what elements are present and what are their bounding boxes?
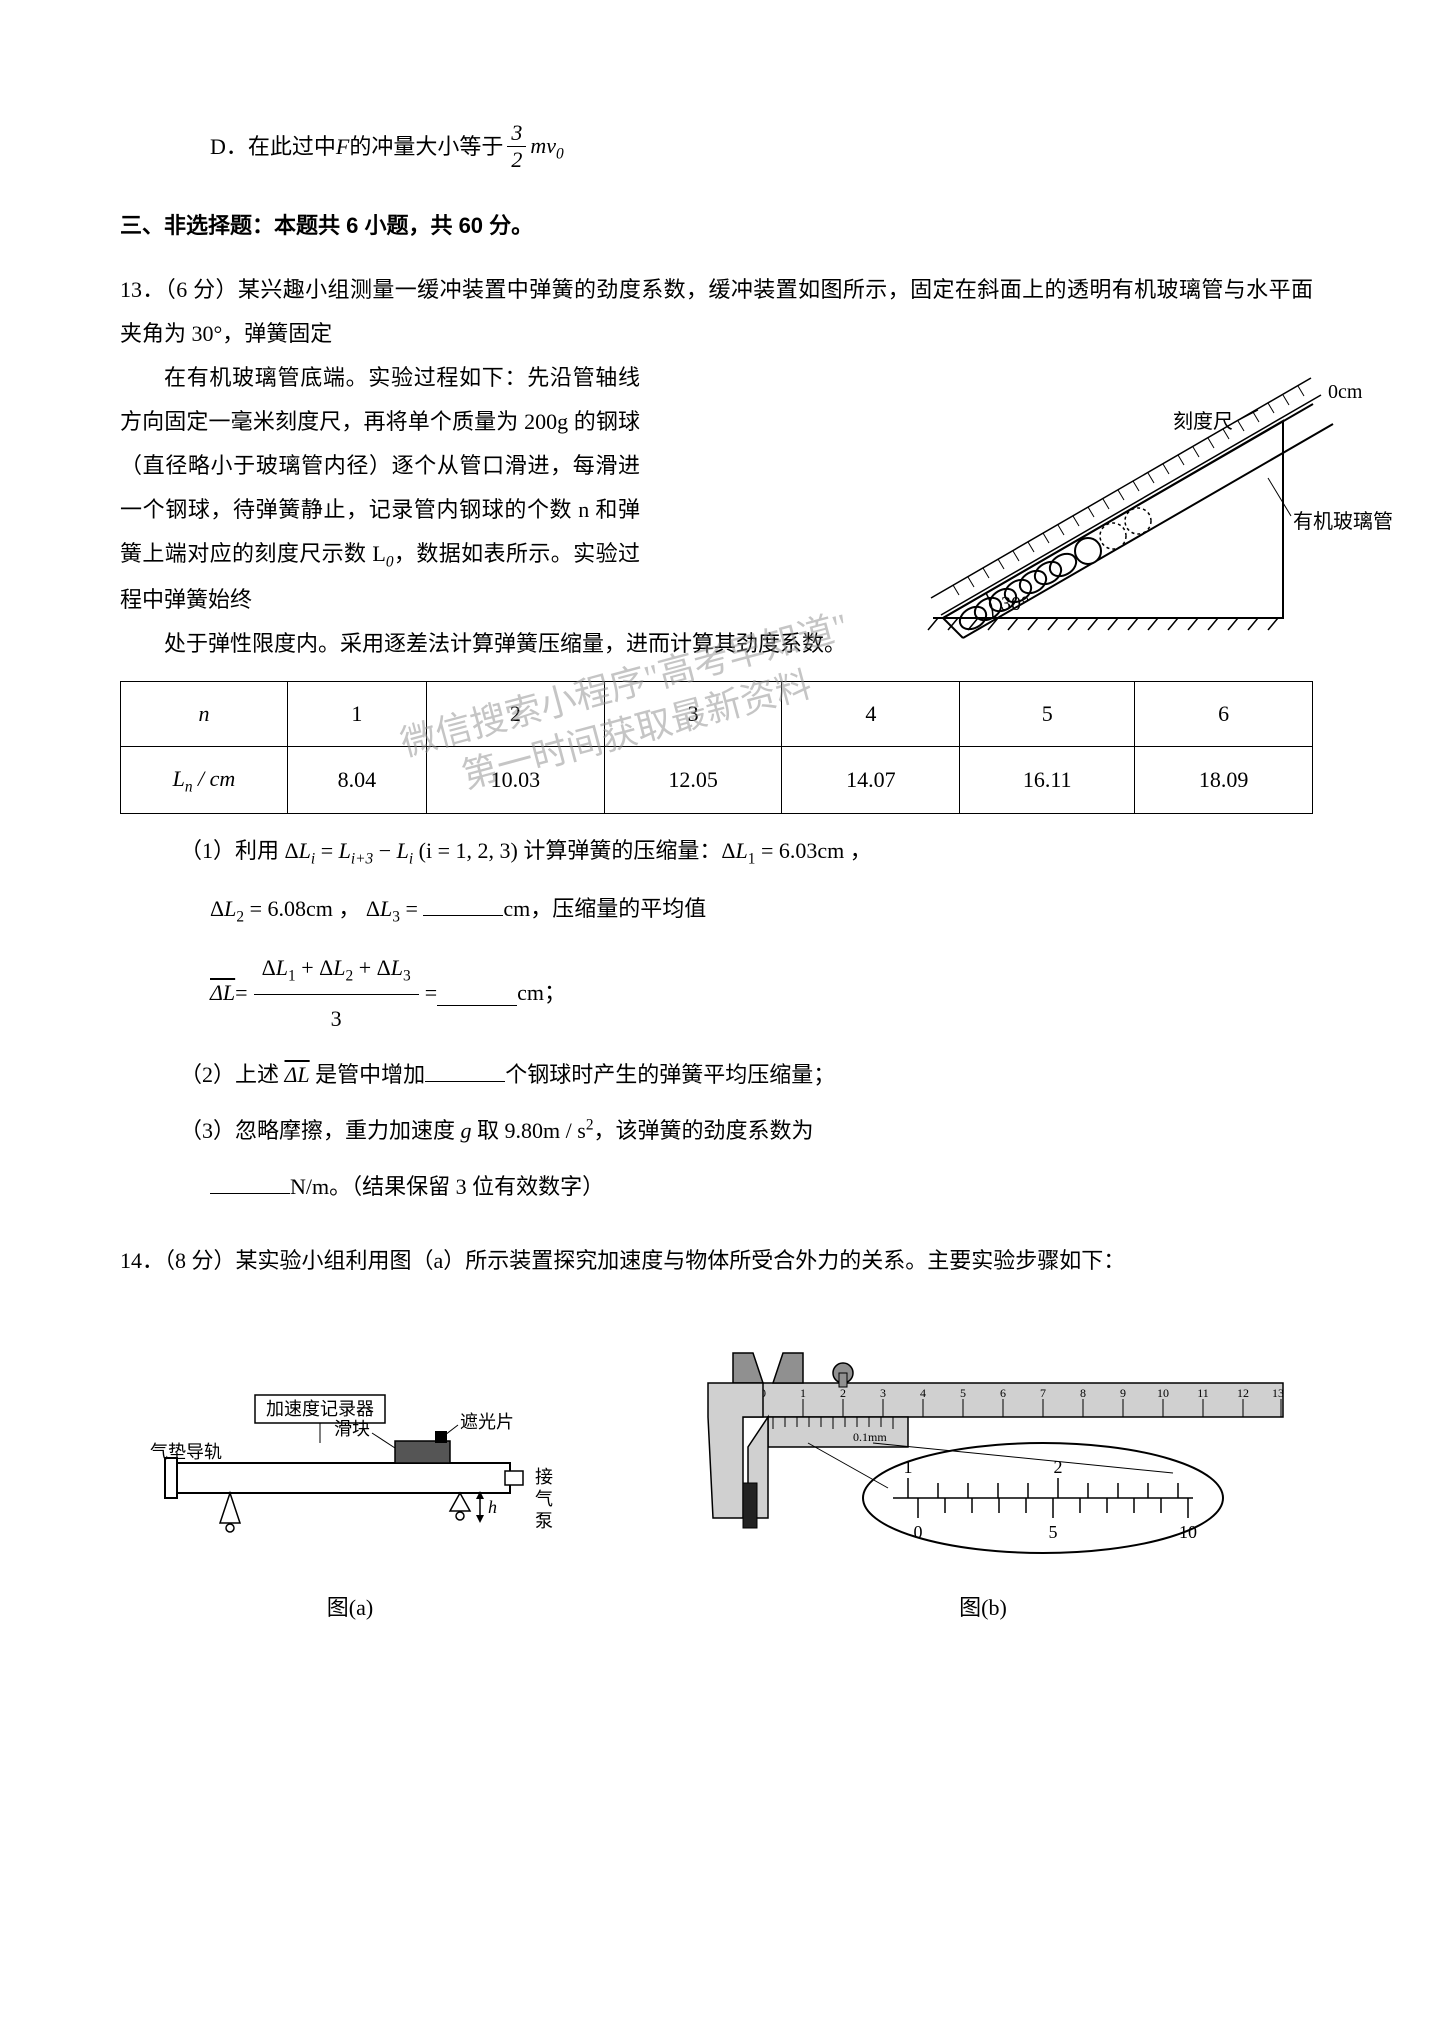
- svg-text:4: 4: [920, 1386, 926, 1400]
- fig-a-label: 图(a): [140, 1586, 560, 1630]
- table-wrapper: n 1 2 3 4 5 6 Ln / cm 8.04 10.03 12.05 1…: [120, 681, 1313, 814]
- svg-text:滑块: 滑块: [334, 1419, 370, 1439]
- svg-text:0: 0: [914, 1522, 923, 1542]
- svg-text:遮光片: 遮光片: [460, 1412, 514, 1432]
- svg-text:泵: 泵: [535, 1511, 553, 1531]
- svg-text:1: 1: [904, 1457, 913, 1477]
- frac-num: 3: [507, 120, 526, 147]
- svg-text:0.1mm: 0.1mm: [853, 1430, 887, 1444]
- question-14: 14．（8 分）某实验小组利用图（a）所示装置探究加速度与物体所受合外力的关系。…: [120, 1239, 1313, 1630]
- svg-text:加速度记录器: 加速度记录器: [266, 1399, 374, 1419]
- table-row: Ln / cm 8.04 10.03 12.05 14.07 16.11 18.…: [121, 746, 1313, 813]
- q13-sub1-line2: ΔL2 = 6.08cm ， ΔL3 = cm，压缩量的平均值: [210, 887, 1313, 933]
- svg-text:2: 2: [1054, 1457, 1063, 1477]
- svg-text:5: 5: [1049, 1522, 1058, 1542]
- svg-text:接: 接: [535, 1467, 553, 1487]
- q13-sub3: （3）忽略摩擦，重力加速度 g 取 9.80m / s2，该弹簧的劲度系数为: [180, 1109, 1313, 1153]
- option-d-F: F: [336, 125, 349, 169]
- svg-text:7: 7: [1040, 1386, 1046, 1400]
- figure-a: 加速度记录器 气垫导轨 滑块 遮光片: [140, 1383, 560, 1630]
- svg-text:13: 13: [1272, 1386, 1284, 1400]
- option-d-fraction: 3 2: [507, 120, 526, 174]
- option-d-text2: 的冲量大小等于: [349, 125, 503, 169]
- figures-row: 加速度记录器 气垫导轨 滑块 遮光片: [120, 1343, 1313, 1630]
- frac-den: 2: [507, 147, 526, 173]
- svg-text:h: h: [488, 1497, 497, 1517]
- table-row: n 1 2 3 4 5 6: [121, 681, 1313, 746]
- svg-text:3: 3: [880, 1386, 886, 1400]
- svg-text:6: 6: [1000, 1386, 1006, 1400]
- tube-label: 有机玻璃管: [1293, 510, 1393, 533]
- svg-text:8: 8: [1080, 1386, 1086, 1400]
- blank-dL3[interactable]: [423, 890, 503, 916]
- blank-k[interactable]: [210, 1167, 290, 1193]
- section-3-title: 三、非选择题：本题共 6 小题，共 60 分。: [120, 204, 1313, 248]
- blank-avg[interactable]: [437, 980, 517, 1006]
- q13-intro: 13．（6 分）某兴趣小组测量一缓冲装置中弹簧的劲度系数，缓冲装置如图所示，固定…: [120, 268, 1313, 356]
- svg-text:10: 10: [1179, 1522, 1197, 1542]
- zero-label: 0cm: [1328, 381, 1363, 403]
- svg-text:10: 10: [1157, 1386, 1169, 1400]
- blank-count[interactable]: [425, 1055, 505, 1081]
- q13-para-b: 在有机玻璃管底端。实验过程如下：先沿管轴线方向固定一毫米刻度尺，再将单个质量为 …: [120, 356, 640, 622]
- fig-b-label: 图(b): [673, 1586, 1293, 1630]
- avg-fraction: ΔL1 + ΔL2 + ΔL3 3: [254, 946, 419, 1041]
- svg-text:气垫导轨: 气垫导轨: [150, 1442, 222, 1462]
- option-d-label: D．: [210, 125, 248, 169]
- figure-b: 0 1 2 3 4 5 6 7 8 9 10 11 12 13: [673, 1343, 1293, 1630]
- option-d-text1: 在此过中: [248, 125, 336, 169]
- ruler-label: 刻度尺: [1173, 410, 1233, 433]
- question-13: 13．（6 分）某兴趣小组测量一缓冲装置中弹簧的劲度系数，缓冲装置如图所示，固定…: [120, 268, 1313, 1209]
- svg-text:气: 气: [535, 1489, 553, 1509]
- svg-text:9: 9: [1120, 1386, 1126, 1400]
- svg-text:11: 11: [1197, 1386, 1209, 1400]
- q14-text: 14．（8 分）某实验小组利用图（a）所示装置探究加速度与物体所受合外力的关系。…: [120, 1239, 1313, 1283]
- q13-figure: 30°: [883, 368, 1413, 648]
- q13-sub3-line2: N/m。（结果保留 3 位有效数字）: [210, 1165, 1313, 1209]
- q13-avg-eq: ΔL = ΔL1 + ΔL2 + ΔL3 3 = cm；: [210, 946, 1313, 1041]
- data-table: n 1 2 3 4 5 6 Ln / cm 8.04 10.03 12.05 1…: [120, 681, 1313, 814]
- svg-text:5: 5: [960, 1386, 966, 1400]
- option-d: D． 在此过中 F 的冲量大小等于 3 2 mv0: [210, 120, 1313, 174]
- svg-text:12: 12: [1237, 1386, 1249, 1400]
- option-d-mv: mv0: [530, 124, 563, 170]
- q13-sub2: （2）上述 ΔL 是管中增加个钢球时产生的弹簧平均压缩量；: [180, 1053, 1313, 1097]
- svg-text:2: 2: [840, 1386, 846, 1400]
- q13-sub1: （1）利用 ΔLi = Li+3 − Li (i = 1, 2, 3) 计算弹簧…: [180, 829, 1313, 875]
- svg-text:1: 1: [800, 1386, 806, 1400]
